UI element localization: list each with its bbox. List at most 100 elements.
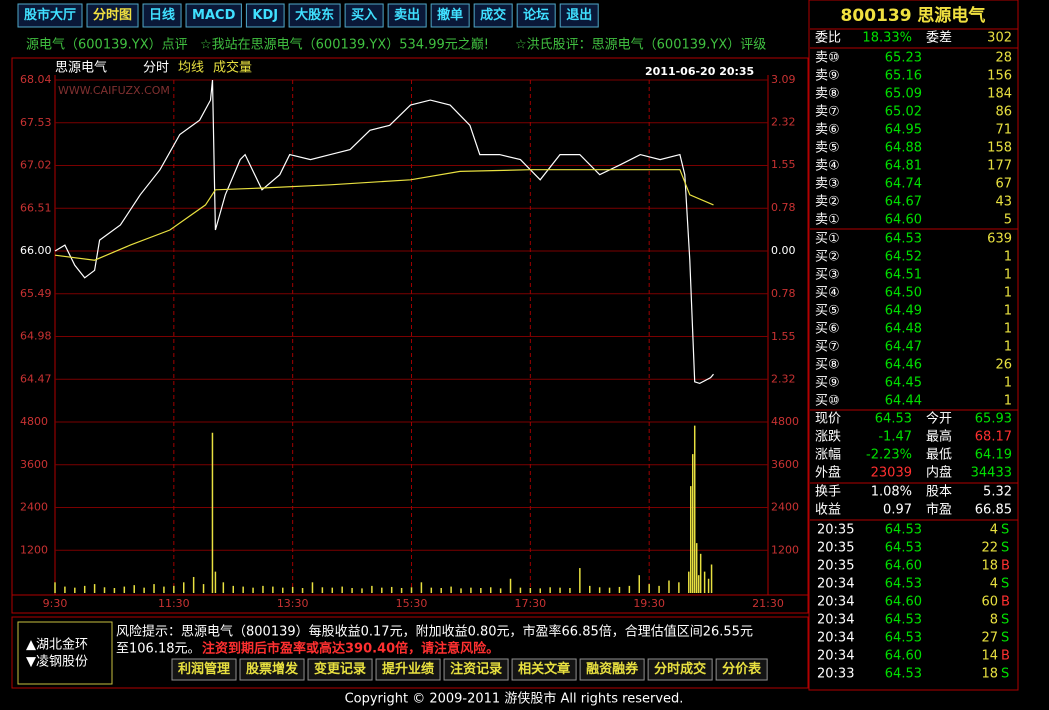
trade-price: 64.53	[885, 667, 922, 682]
button-label[interactable]: 股市大厅	[24, 7, 76, 23]
button-label[interactable]: 分时图	[93, 7, 132, 23]
button[interactable]	[17, 3, 83, 28]
legend-volume: 成交量	[213, 60, 252, 76]
order-price: 64.46	[885, 358, 922, 373]
button-label[interactable]: 买入	[351, 8, 377, 23]
trade-time: 20:35	[817, 541, 854, 556]
order-price: 64.49	[885, 304, 922, 319]
button-label[interactable]: KDJ	[252, 8, 278, 23]
trade-price: 64.60	[885, 649, 922, 664]
trade-price: 64.53	[885, 541, 922, 556]
button[interactable]	[245, 3, 285, 28]
button[interactable]	[185, 3, 242, 28]
footer: Copyright © 2009-2011 游侠股市 All rights re…	[345, 691, 684, 707]
button-label[interactable]: 分价表	[722, 661, 762, 677]
trade-time: 20:34	[817, 631, 854, 646]
button[interactable]	[288, 3, 341, 28]
button[interactable]	[443, 658, 509, 681]
button[interactable]	[559, 3, 599, 28]
trade-volume: 4	[990, 523, 998, 538]
button[interactable]	[715, 658, 768, 681]
order-volume: 1	[1004, 268, 1012, 283]
order-volume: 184	[987, 87, 1012, 102]
trade-side: S	[1001, 667, 1009, 682]
y-tick-label: 67.53	[20, 116, 52, 129]
trade-time: 20:35	[817, 559, 854, 574]
order-price: 64.88	[885, 141, 922, 156]
order-price: 64.44	[885, 394, 922, 409]
order-price: 64.81	[885, 159, 922, 174]
button[interactable]	[473, 3, 513, 28]
button-label[interactable]: 日线	[149, 7, 175, 23]
order-price: 64.50	[885, 286, 922, 301]
y2-tick-label: 1.55	[771, 330, 796, 343]
button-label[interactable]: 退出	[566, 7, 592, 23]
stat-value: 68.17	[975, 430, 1012, 445]
stat-label: 市盈	[926, 502, 952, 518]
stat-label: 最高	[926, 429, 952, 445]
y2-tick-label: 3600	[771, 458, 799, 471]
button[interactable]	[511, 658, 577, 681]
stat-value: 23039	[871, 466, 912, 481]
button[interactable]	[344, 3, 384, 28]
button[interactable]	[516, 3, 556, 28]
stat-label: 内盘	[926, 465, 952, 481]
related-stock[interactable]: ▲湖北金环	[26, 637, 88, 653]
button-label[interactable]: 论坛	[523, 7, 549, 23]
order-level: 卖⑥	[815, 123, 840, 138]
button-label[interactable]: 成交	[480, 7, 506, 23]
order-level: 卖⑨	[815, 69, 840, 84]
order-volume: 1	[1004, 286, 1012, 301]
button-label[interactable]: MACD	[192, 8, 236, 23]
button[interactable]	[142, 3, 182, 28]
button[interactable]	[375, 658, 441, 681]
x-tick-label: 11:30	[158, 597, 190, 610]
stat-label: 换手	[815, 485, 841, 500]
button[interactable]	[387, 3, 427, 28]
button-label[interactable]: 变更记录	[314, 661, 366, 677]
y-tick-label: 66.00	[20, 244, 52, 257]
y2-tick-label: 2.32	[771, 372, 796, 385]
order-level: 买⑥	[815, 322, 840, 337]
related-stock[interactable]: ▼凌钢股份	[26, 655, 88, 670]
x-tick-label: 13:30	[277, 597, 309, 610]
button-label[interactable]: 撤单	[437, 7, 463, 23]
price-line	[54, 79, 714, 385]
trade-volume: 4	[990, 577, 998, 592]
trade-time: 20:35	[817, 523, 854, 538]
button[interactable]	[307, 658, 373, 681]
button-label[interactable]: 相关文章	[518, 661, 570, 677]
button-label[interactable]: 融资融券	[586, 661, 639, 677]
y-tick-label: 64.98	[20, 330, 52, 343]
button[interactable]	[171, 658, 237, 681]
chart-title: 思源电气	[55, 60, 107, 76]
button[interactable]	[647, 658, 713, 681]
order-level: 买②	[815, 250, 840, 265]
trade-side: S	[1001, 577, 1009, 592]
button[interactable]	[239, 658, 305, 681]
stat-value: 64.53	[875, 412, 912, 427]
button-label[interactable]: 卖出	[394, 7, 420, 23]
button-label[interactable]: 大股东	[295, 7, 334, 23]
order-price: 64.74	[885, 177, 922, 192]
trade-volume: 18	[981, 667, 998, 682]
risk-warning: 注资到期后市盈率或高达390.40倍，请注意风险。	[202, 641, 499, 657]
button-label[interactable]: 股票增发	[246, 661, 299, 677]
y-tick-label: 64.47	[20, 372, 52, 385]
button-label[interactable]: 分时成交	[654, 661, 706, 677]
button[interactable]	[579, 658, 645, 681]
button[interactable]	[86, 3, 139, 28]
order-price: 64.67	[885, 195, 922, 210]
trade-price: 64.53	[885, 631, 922, 646]
x-tick-label: 15:30	[396, 597, 428, 610]
stat-value: 64.19	[975, 448, 1012, 463]
button[interactable]	[430, 3, 470, 28]
button-label[interactable]: 注资记录	[450, 661, 502, 677]
button-label[interactable]: 利润管理	[178, 661, 230, 677]
trade-volume: 60	[981, 595, 998, 610]
chart-frame	[11, 57, 809, 614]
order-price: 64.53	[885, 232, 922, 247]
x-tick-label: 19:30	[633, 597, 665, 610]
button-label[interactable]: 提升业绩	[382, 661, 434, 677]
